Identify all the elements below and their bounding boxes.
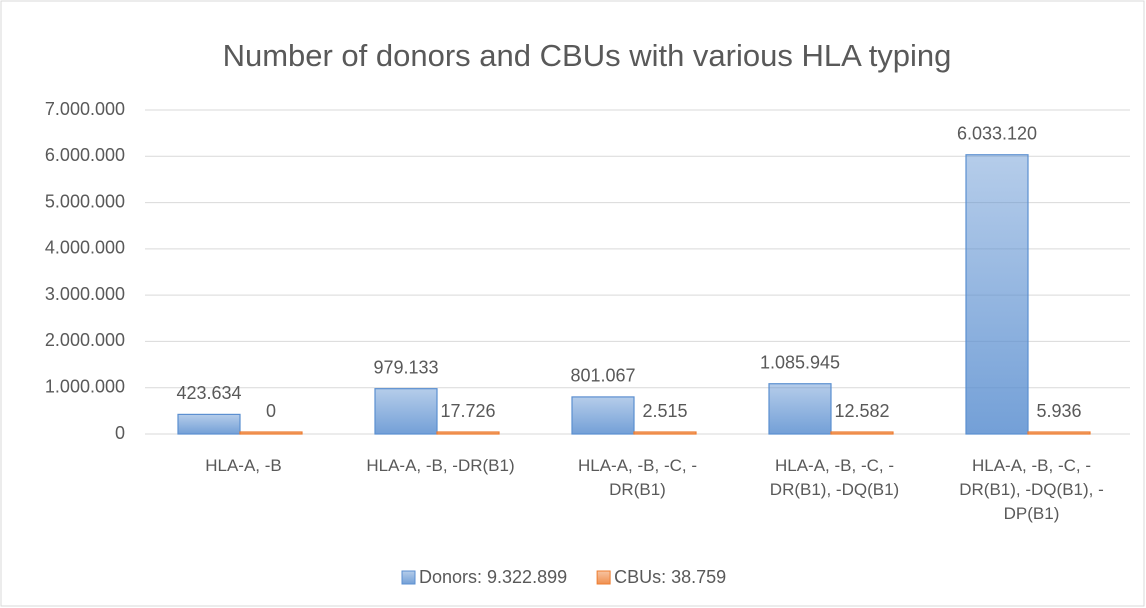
y-tick-label: 4.000.000 — [45, 238, 125, 258]
y-tick-label: 3.000.000 — [45, 284, 125, 304]
x-tick-label: HLA-A, -B, -DR(B1) — [366, 456, 515, 475]
data-label: 423.634 — [176, 383, 241, 403]
bar — [239, 431, 303, 435]
bar — [1027, 431, 1091, 435]
data-label: 1.085.945 — [760, 352, 840, 372]
chart-title: Number of donors and CBUs with various H… — [223, 38, 952, 73]
data-label: 0 — [266, 401, 276, 421]
x-tick-label: HLA-A, -B, -C, -DR(B1), -DQ(B1), -DP(B1) — [959, 456, 1104, 523]
bar — [965, 154, 1029, 435]
y-tick-label: 2.000.000 — [45, 330, 125, 350]
data-label: 801.067 — [570, 366, 635, 386]
bar — [436, 431, 500, 435]
bar — [830, 431, 894, 435]
bar — [571, 396, 635, 435]
bar — [177, 413, 241, 435]
data-label: 12.582 — [834, 401, 889, 421]
data-label: 17.726 — [440, 401, 495, 421]
bar — [768, 383, 832, 435]
legend-label: CBUs: 38.759 — [614, 567, 726, 587]
y-tick-label: 1.000.000 — [45, 376, 125, 396]
data-label: 6.033.120 — [957, 124, 1037, 144]
bar — [374, 388, 438, 435]
y-tick-label: 7.000.000 — [45, 99, 125, 119]
data-label: 2.515 — [642, 401, 687, 421]
bar — [633, 431, 697, 435]
y-tick-label: 6.000.000 — [45, 145, 125, 165]
x-tick-label: HLA-A, -B — [205, 456, 282, 475]
y-tick-label: 0 — [115, 423, 125, 443]
legend-swatch — [596, 570, 611, 585]
y-tick-label: 5.000.000 — [45, 191, 125, 211]
data-label: 5.936 — [1036, 401, 1081, 421]
x-tick-label: HLA-A, -B, -C, -DR(B1) — [577, 456, 697, 499]
legend-label: Donors: 9.322.899 — [419, 567, 567, 587]
data-label: 979.133 — [373, 357, 438, 377]
x-tick-label: HLA-A, -B, -C, -DR(B1), -DQ(B1) — [769, 456, 900, 499]
legend-swatch — [401, 570, 416, 585]
